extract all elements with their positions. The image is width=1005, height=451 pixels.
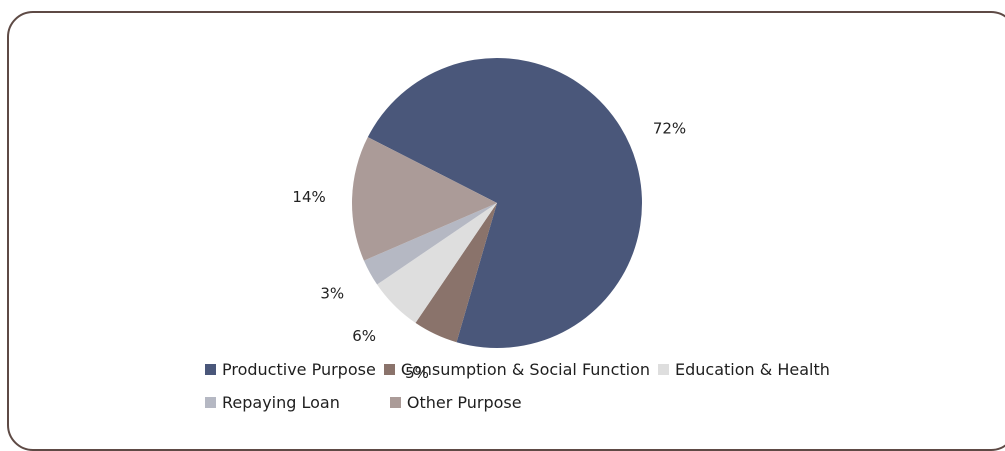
legend-swatch: [658, 363, 670, 375]
legend-label: Repaying Loan: [222, 392, 340, 412]
pie-slice-education-health: [377, 203, 497, 323]
data-label-consumption-social-function: 5%: [405, 364, 429, 382]
pie-slice-other-purpose: [351, 137, 497, 261]
pie-slice-consumption-social-function: [415, 203, 497, 343]
data-label-productive-purpose: 72%: [653, 119, 686, 137]
legend-swatch: [205, 363, 216, 375]
chart-legend: Productive Purpose Consumption & Social …: [205, 358, 845, 424]
legend-swatch: [383, 363, 395, 375]
legend-label: Consumption & Social Function: [400, 359, 651, 379]
legend-swatch: [205, 396, 216, 408]
data-label-education-health: 6%: [352, 327, 376, 345]
pie-slice-productive-purpose: [367, 57, 642, 348]
data-label-other-purpose: 14%: [292, 188, 325, 206]
legend-item-consumption-social-function: Consumption & Social Function: [383, 359, 651, 379]
pie-chart: 72% 5% 6% 3% 14%: [292, 57, 686, 382]
legend-item-other-purpose: Other Purpose: [389, 392, 522, 412]
legend-item-repaying-loan: Repaying Loan: [205, 393, 340, 412]
legend-swatch: [389, 396, 401, 408]
legend-label: Productive Purpose: [222, 359, 376, 379]
pie-slices: [351, 57, 642, 348]
legend-label: Education & Health: [675, 359, 830, 379]
pie-slice-repaying-loan: [363, 203, 497, 285]
legend-item-productive-purpose: Productive Purpose: [205, 360, 376, 379]
data-label-repaying-loan: 3%: [320, 285, 344, 303]
legend-label: Other Purpose: [406, 392, 522, 412]
legend-row-2: Repaying Loan Other Purpose: [205, 391, 845, 413]
legend-row-1: Productive Purpose Consumption & Social …: [205, 358, 845, 380]
pie-labels: 72% 5% 6% 3% 14%: [292, 119, 686, 382]
legend-item-education-health: Education & Health: [658, 360, 830, 379]
